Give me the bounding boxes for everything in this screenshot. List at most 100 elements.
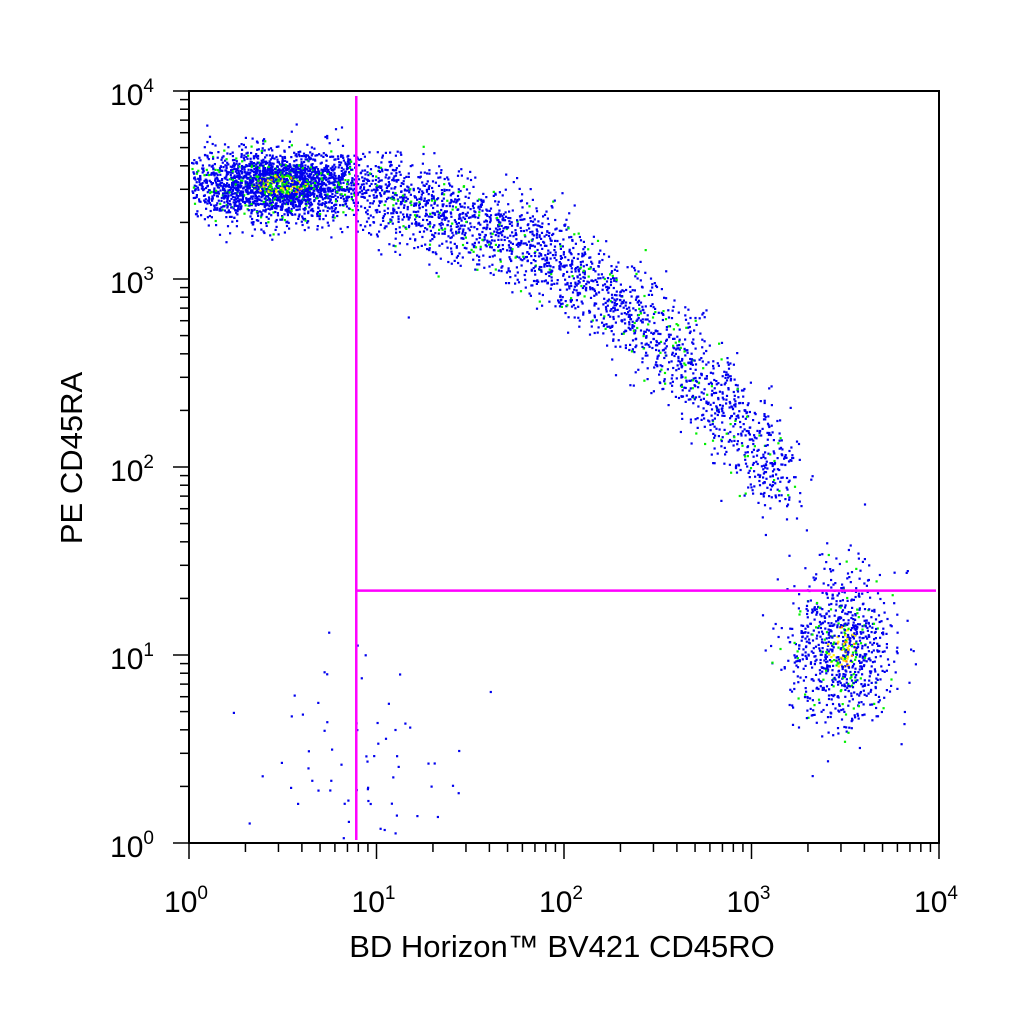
scatter-point [219,202,222,205]
scatter-point [192,162,195,165]
scatter-point [418,206,421,210]
scatter-point [703,388,706,391]
scatter-point [483,220,486,223]
scatter-point [777,494,781,497]
scatter-point [305,204,308,207]
scatter-point [532,279,536,283]
scatter-point [530,268,533,271]
scatter-point [305,172,308,175]
scatter-point [710,453,713,456]
scatter-point [417,223,420,227]
scatter-point [265,182,269,185]
scatter-point [401,234,404,237]
scatter-point [195,185,198,188]
scatter-point [886,617,889,621]
scatter-point [345,197,348,200]
scatter-point [227,195,230,198]
scatter-point [277,172,280,175]
scatter-point [743,409,746,412]
scatter-point [540,254,543,257]
scatter-point [246,177,249,180]
scatter-point [544,272,548,276]
scatter-point [665,339,668,342]
scatter-point [301,173,304,177]
scatter-point [737,463,740,466]
scatter-point [852,626,855,629]
scatter-point [765,477,768,480]
scatter-point [598,260,601,263]
scatter-point [276,212,279,215]
scatter-point [318,193,321,197]
scatter-point [651,346,654,350]
scatter-point [612,338,615,341]
scatter-point [390,219,393,222]
scatter-point [320,177,323,180]
scatter-point [303,209,306,212]
scatter-point [231,171,234,174]
scatter-point [804,651,807,654]
scatter-point [810,478,813,481]
scatter-point [568,248,571,251]
scatter-point [399,211,402,214]
scatter-point [602,303,605,306]
scatter-point [725,402,728,405]
scatter-point [218,233,222,236]
scatter-point [291,170,294,173]
scatter-point [437,232,440,235]
scatter-point [702,407,705,410]
scatter-point [655,285,659,289]
scatter-point [463,206,466,209]
scatter-point [281,215,284,218]
scatter-point [680,365,683,368]
scatter-point [281,218,284,221]
scatter-point [256,175,259,178]
scatter-point [516,220,519,223]
scatter-point [351,209,354,212]
scatter-point [263,160,266,163]
scatter-point [381,189,384,192]
scatter-point [553,245,557,248]
scatter-point [734,400,737,403]
scatter-point [489,207,493,210]
scatter-point [564,312,567,315]
scatter-point [248,184,251,187]
scatter-point [629,290,632,293]
scatter-point [233,163,237,166]
scatter-point [433,235,436,239]
scatter-point [659,370,662,373]
scatter-point [241,197,244,200]
scatter-point [367,217,370,220]
scatter-point [400,182,403,185]
scatter-point [546,230,549,233]
scatter-point [236,172,239,175]
scatter-point [646,314,649,317]
scatter-point [753,436,756,439]
scatter-point [285,221,288,224]
scatter-point [413,204,416,207]
scatter-point [878,650,881,653]
scatter-point [699,398,703,401]
scatter-point [291,193,295,196]
scatter-point [260,184,263,187]
scatter-point [612,315,615,319]
scatter-point [294,194,297,197]
scatter-point [637,299,641,302]
scatter-point [693,398,696,401]
scatter-point [377,165,380,169]
scatter-point [551,254,555,257]
scatter-point [302,185,305,188]
scatter-point [729,402,732,405]
scatter-point [564,300,567,303]
scatter-point [295,153,298,156]
scatter-point [361,176,364,179]
scatter-point [566,281,569,285]
scatter-point [606,300,609,303]
scatter-point [716,413,719,417]
scatter-point [228,191,231,194]
scatter-point [331,189,334,192]
scatter-point [443,230,446,233]
scatter-point [425,209,428,212]
scatter-point [841,656,844,659]
scatter-point [247,209,250,212]
scatter-point [745,429,748,433]
